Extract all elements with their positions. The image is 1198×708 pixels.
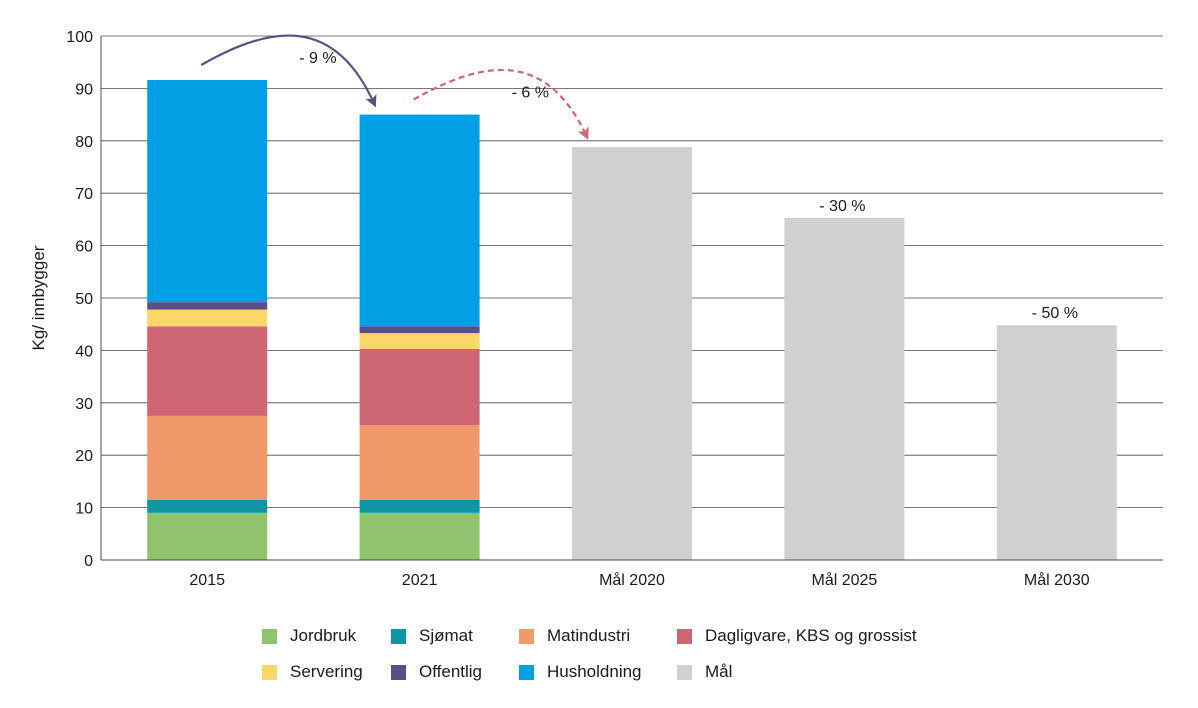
x-tick-label: 2015 <box>189 572 225 589</box>
legend-item-mal: Mål <box>677 662 937 682</box>
bar-segment <box>359 333 480 349</box>
legend-swatch <box>262 628 277 644</box>
legend-row: Jordbruk Sjømat Matindustri Dagligvare, … <box>262 618 982 654</box>
bar-segment <box>359 512 480 560</box>
legend-item-offentlig: Offentlig <box>391 662 519 682</box>
bar-segment <box>359 425 480 500</box>
bar-segment <box>359 348 480 426</box>
legend-label: Sjømat <box>419 626 473 645</box>
bars <box>147 80 1117 560</box>
legend-swatch <box>262 664 277 680</box>
legend-swatch <box>677 664 692 680</box>
legend-label: Dagligvare, KBS og grossist <box>705 626 917 645</box>
target-label: - 50 % <box>1032 305 1078 322</box>
legend-label: Husholdning <box>547 662 642 681</box>
x-tick-label: 2021 <box>402 572 438 589</box>
axes: 0 10 20 30 40 50 60 70 80 90 100 2015 2021 Mål 2020 Må… <box>66 29 1163 589</box>
bar-segment <box>784 217 905 560</box>
change-label: - 6 % <box>512 85 549 102</box>
bar-segment <box>147 415 268 500</box>
legend-label: Jordbruk <box>290 626 357 645</box>
legend-label: Matindustri <box>547 626 631 645</box>
bar-segment <box>359 499 480 513</box>
y-tick-label: 30 <box>75 396 93 413</box>
bar-segment <box>147 302 268 310</box>
bar-chart: 0 10 20 30 40 50 60 70 80 90 100 2015 2021 Mål 2020 Må… <box>29 29 1163 589</box>
legend-item-husholdning: Husholdning <box>519 662 677 682</box>
legend-swatch <box>519 628 534 644</box>
y-axis-title: Kg/ innbygger <box>29 245 48 350</box>
x-tick-label: Mål 2025 <box>811 571 877 589</box>
legend-label: Offentlig <box>419 662 483 681</box>
legend-swatch <box>677 628 692 644</box>
y-tick-label: 100 <box>66 29 93 46</box>
y-tick-label: 10 <box>75 501 93 518</box>
bar-segment <box>147 326 268 416</box>
legend-swatch <box>391 664 406 680</box>
legend-row: Servering Offentlig Husholdning Mål <box>262 654 982 690</box>
bar-segment <box>147 80 268 303</box>
legend-item-matindustri: Matindustri <box>519 626 677 646</box>
legend-swatch <box>391 628 406 644</box>
y-tick-label: 20 <box>75 448 93 465</box>
bar-segment <box>147 512 268 560</box>
y-tick-label: 80 <box>75 134 93 151</box>
x-tick-label: Mål 2020 <box>599 571 665 589</box>
change-label: - 9 % <box>299 50 336 67</box>
target-label: - 30 % <box>819 198 865 215</box>
bar-segment <box>572 147 692 560</box>
y-tick-label: 40 <box>75 343 93 360</box>
dashed-arrow <box>413 68 589 140</box>
legend-item-dagligvare: Dagligvare, KBS og grossist <box>677 626 937 646</box>
legend: Jordbruk Sjømat Matindustri Dagligvare, … <box>262 618 982 690</box>
x-tick-label: Mål 2030 <box>1024 571 1090 589</box>
legend-item-jordbruk: Jordbruk <box>262 626 391 646</box>
legend-item-servering: Servering <box>262 662 391 682</box>
solid-arrow <box>200 34 377 108</box>
legend-label: Servering <box>290 662 363 681</box>
bar-segment <box>147 499 268 513</box>
y-tick-label: 60 <box>75 239 93 256</box>
legend-swatch <box>519 664 534 680</box>
bar-segment <box>359 114 480 327</box>
y-tick-label: 0 <box>84 553 93 570</box>
annotations: - 9 % - 6 % - 30 % - 50 % <box>200 34 1078 322</box>
legend-item-sjomat: Sjømat <box>391 626 519 646</box>
bar-segment <box>359 326 480 334</box>
y-tick-label: 50 <box>75 291 93 308</box>
bar-segment <box>996 325 1117 560</box>
y-tick-label: 90 <box>75 81 93 98</box>
legend-label: Mål <box>705 662 733 681</box>
y-tick-label: 70 <box>75 186 93 203</box>
bar-segment <box>147 309 268 327</box>
